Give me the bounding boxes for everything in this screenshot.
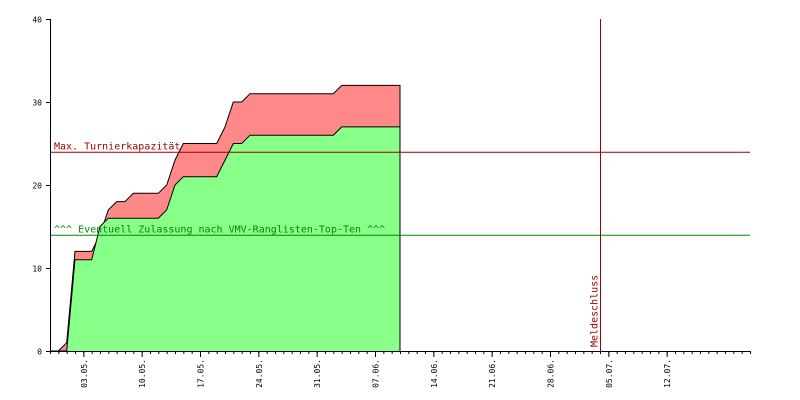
y-tick-label: 20 — [32, 182, 42, 191]
x-tick-label: 07.06. — [372, 359, 381, 388]
reference-label-3: Meldeschluss — [590, 275, 601, 347]
x-tick-label: 24.05. — [255, 359, 264, 388]
y-tick-label: 10 — [32, 265, 42, 274]
axes — [46, 19, 751, 357]
area-series-2 — [50, 126, 400, 352]
x-tick-label: 28.06. — [547, 359, 556, 388]
tick-labels: 0 10 20 30 40 03.05. 10.05. 17.05. 24.05. 31.05. 0… — [32, 16, 672, 388]
y-tick-label: 30 — [32, 99, 42, 108]
x-tick-label: 10.05. — [138, 359, 147, 388]
y-tick-label: 40 — [32, 16, 42, 25]
x-tick-label: 03.05. — [80, 359, 89, 388]
reference-label-2: ^^^ Eventuell Zulassung nach VMV-Ranglis… — [54, 224, 385, 235]
reference-lines: Max. Turnierkapazität ^^^ Eventuell Zulas… — [50, 19, 750, 351]
x-tick-label: 12.07. — [663, 359, 672, 388]
y-tick-label: 0 — [37, 348, 42, 357]
reference-label-1: Max. Turnierkapazität — [54, 141, 180, 152]
x-tick-label: 17.05. — [197, 359, 206, 388]
x-tick-label: 14.06. — [430, 359, 439, 388]
x-tick-label: 05.07. — [605, 359, 614, 388]
x-tick-label: 31.05. — [313, 359, 322, 388]
x-tick-label: 21.06. — [488, 359, 497, 388]
